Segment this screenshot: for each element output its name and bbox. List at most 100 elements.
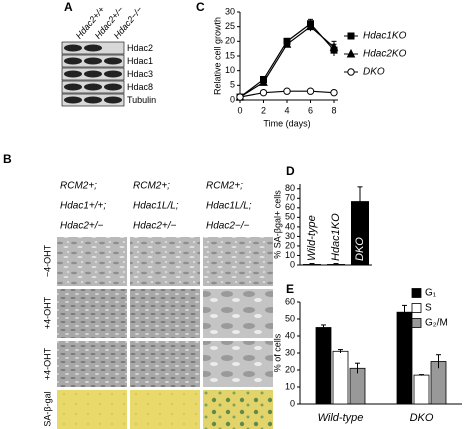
marker	[346, 48, 356, 58]
y-tick-label: 20	[285, 364, 295, 374]
x-tick-label: 8	[331, 105, 336, 115]
micrograph	[203, 237, 273, 286]
y-tick-label: 60	[285, 202, 295, 212]
y-tick-label: 40	[285, 221, 295, 231]
blot-band	[64, 70, 82, 78]
panel-label: D	[286, 164, 295, 178]
x-tick-label: Wild-type	[318, 412, 364, 424]
y-tick-label: 5	[230, 80, 235, 90]
legend-label: Hdac1KO	[363, 31, 407, 42]
blot-band	[104, 83, 122, 91]
y-tick-label: 10	[285, 381, 295, 391]
y-tick-label: 50	[285, 313, 295, 323]
micrograph	[57, 390, 127, 429]
marker	[236, 93, 244, 101]
marker	[259, 77, 268, 86]
bar	[413, 374, 430, 405]
x-tick-label: 0	[237, 105, 242, 115]
blot-band	[104, 57, 122, 65]
blot-band	[84, 44, 102, 52]
legend-label: S	[425, 303, 432, 314]
blot-band	[64, 44, 82, 52]
category-label: Hdac1KO	[330, 213, 342, 261]
panel-label: A	[64, 0, 73, 14]
bar	[315, 327, 332, 405]
legend-swatch	[411, 288, 422, 298]
micrograph	[130, 390, 200, 429]
y-axis-label: % of cells	[272, 333, 282, 372]
legend-swatch	[411, 318, 422, 328]
bar	[396, 311, 413, 405]
bar	[332, 350, 349, 405]
row-label: +4-OHT	[42, 296, 52, 329]
category-label: Wild-type	[306, 215, 318, 261]
y-axis-label: % SA-βgal+ cells	[272, 190, 282, 259]
micrograph	[57, 237, 127, 286]
y-tick-label: 80	[285, 183, 295, 193]
y-tick-label: 0	[290, 398, 295, 408]
micrograph	[203, 289, 273, 338]
category-label: DKO	[354, 237, 366, 261]
marker	[329, 42, 339, 51]
blot-band	[84, 96, 102, 104]
legend-label: Hdac2KO	[363, 49, 407, 60]
band-label: Hdac8	[127, 82, 153, 92]
column-header: RCM2+;	[60, 181, 97, 192]
column-header: Hdac1L/L;	[206, 201, 252, 212]
y-tick-label: 30	[285, 231, 295, 241]
micrographs	[57, 237, 273, 429]
y-tick-label: 0	[290, 259, 295, 269]
blot-band	[64, 57, 82, 65]
micrograph	[57, 289, 127, 338]
y-tick-label: 20	[225, 36, 235, 46]
row-label: −4-OHT	[42, 244, 52, 277]
blot-band	[64, 96, 82, 104]
column-header: RCM2+;	[206, 181, 243, 192]
y-tick-label: 30	[225, 6, 235, 16]
y-tick-label: 10	[285, 250, 295, 260]
band-label: Hdac1	[127, 56, 153, 66]
y-tick-label: 50	[285, 212, 295, 222]
panel-label: C	[196, 0, 205, 14]
x-axis-label: Time (days)	[263, 118, 310, 128]
marker	[306, 21, 315, 31]
micrograph	[203, 341, 273, 387]
marker	[283, 87, 291, 95]
y-tick-label: 25	[225, 21, 235, 31]
micrograph	[130, 237, 200, 286]
marker	[306, 87, 315, 95]
y-axis-label: Relative cell growth	[212, 17, 222, 95]
legend-label: G₂/M	[425, 318, 448, 329]
marker	[259, 88, 268, 97]
x-tick-label: DKO	[410, 412, 434, 424]
y-tick-label: 0	[230, 94, 235, 104]
y-tick-label: 40	[285, 330, 295, 340]
row-label: +4-OHT	[42, 347, 52, 380]
micrograph	[130, 289, 200, 338]
band-label: Hdac3	[127, 69, 153, 79]
y-tick-label: 10	[225, 65, 235, 75]
legend-swatch	[411, 303, 422, 313]
micrograph	[203, 390, 273, 429]
micrograph	[130, 341, 200, 387]
blot-band	[84, 70, 102, 78]
band-label: Hdac2	[127, 43, 153, 53]
panel-label: E	[286, 282, 294, 296]
panel-label: B	[3, 152, 12, 166]
y-tick-label: 20	[285, 240, 295, 250]
x-tick-label: 6	[308, 105, 313, 115]
y-tick-label: 15	[225, 50, 235, 60]
band-label: Tubulin	[127, 95, 156, 105]
micrograph	[57, 341, 127, 387]
column-header: Hdac2+/−	[133, 221, 177, 232]
marker	[347, 68, 355, 76]
blot-band	[64, 83, 82, 91]
x-tick-label: 2	[261, 105, 266, 115]
column-header: Hdac2+/−	[60, 221, 104, 232]
y-tick-label: 30	[285, 347, 295, 357]
y-tick-label: 60	[285, 296, 295, 306]
bar	[351, 201, 369, 265]
column-header: Hdac1L/L;	[133, 201, 179, 212]
legend-label: DKO	[363, 67, 385, 78]
y-tick-label: 70	[285, 193, 295, 203]
